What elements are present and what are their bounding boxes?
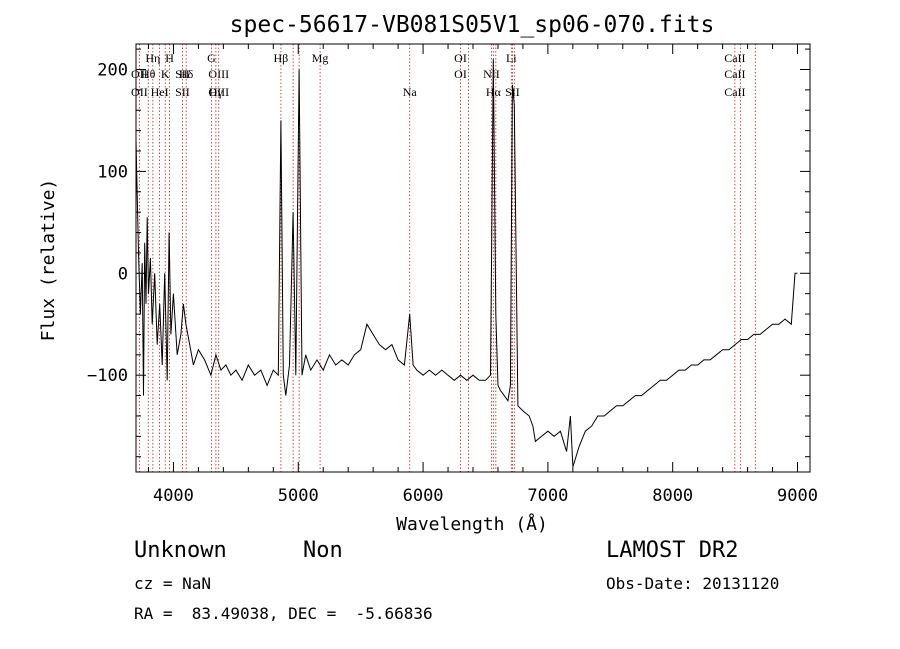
line-label: HeI [151,85,169,99]
emission-line-labels: Hη H G Hβ Mg OI Li CaII Hθ K Hδ OIII OII OI NII SII CaII… [131,51,745,99]
x-tick-label: 8000 [652,486,693,506]
line-label: Hγ [209,85,224,99]
object-subclass: Non [303,538,343,563]
x-axis-label: Wavelength (Å) [396,513,548,535]
coordinates: RA = 83.49038, DEC = -5.66836 [134,604,433,623]
line-label: H [165,51,174,65]
survey-name: LAMOST DR2 [606,538,739,563]
x-tick-label: 6000 [403,486,444,506]
chart-title: spec-56617-VB081S05V1_sp06-070.fits [230,12,715,38]
y-tick-label: 100 [97,162,128,182]
x-axis-ticks: 4000 5000 6000 7000 8000 9000 [147,44,818,506]
x-tick-label: 7000 [527,486,568,506]
y-tick-label: −100 [87,366,128,386]
line-label: CaII [724,67,745,81]
line-label: Hη [145,51,160,65]
observation-date: Obs-Date: 20131120 [606,574,780,593]
line-label: Hθ [141,67,156,81]
line-label: OI [454,67,467,81]
x-tick-label: 4000 [153,486,194,506]
line-label: Li [506,51,517,65]
redshift-cz: cz = NaN [134,574,212,593]
line-label: Mg [312,51,329,65]
y-axis-ticks: −100 0 100 200 [87,48,810,458]
line-label: SII [175,67,190,81]
x-tick-label: 9000 [777,486,818,506]
line-label: NII [483,67,500,81]
x-tick-label: 5000 [278,486,319,506]
line-label: OII [131,67,148,81]
line-label: G [207,51,216,65]
line-label: OIII [208,67,229,81]
spectrum-line [135,59,798,468]
plot-frame [135,43,811,473]
y-tick-label: 200 [97,60,128,80]
y-tick-label: 0 [118,264,128,284]
line-label: Hδ [179,67,194,81]
line-label: OI [454,51,467,65]
emission-line-markers [138,44,756,472]
line-label: CaII [724,51,745,65]
line-label: Hβ [274,51,289,65]
object-class: Unknown [134,538,227,563]
line-label: OII [131,85,148,99]
line-label: K [161,67,170,81]
line-label: SII [175,85,190,99]
line-label: Na [403,85,418,99]
line-label: OIII [208,85,229,99]
line-label: CaII [724,85,745,99]
y-axis-label: Flux (relative) [38,179,59,342]
